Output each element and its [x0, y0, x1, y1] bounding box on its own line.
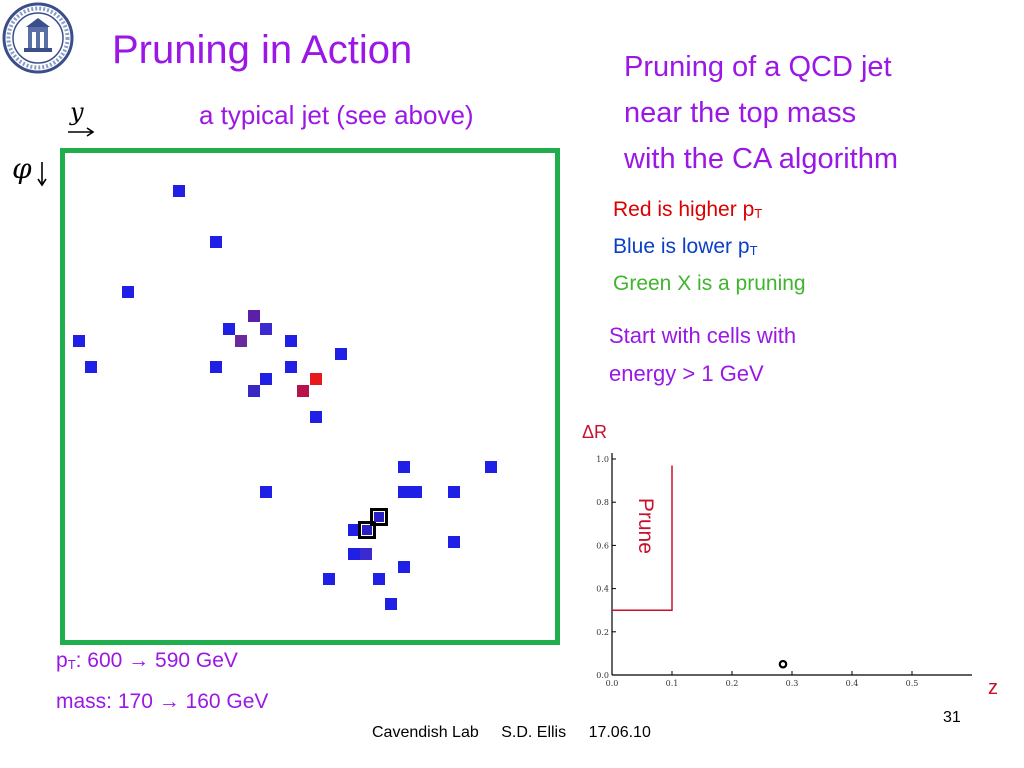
footer-author: S.D. Ellis: [501, 724, 567, 741]
y-axis-label: y: [68, 98, 95, 137]
slide-title: Pruning in Action: [112, 28, 413, 72]
footer-date: 17.06.10: [588, 724, 651, 741]
legend-red-text: Red is higher p: [613, 198, 755, 221]
jet-cell: [398, 461, 410, 473]
jet-cell: [248, 310, 260, 322]
jet-cell: [485, 461, 497, 473]
jet-cell: [210, 361, 222, 373]
right-heading-line: Pruning of a QCD jet: [624, 51, 892, 83]
footer-lab: Cavendish Lab: [372, 724, 479, 741]
jet-cell: [398, 486, 410, 498]
start-note-line: energy > 1 GeV: [609, 361, 764, 386]
x-tick-label: 0.0: [606, 679, 619, 688]
jet-cell: [410, 486, 422, 498]
pt-prefix: p: [56, 649, 68, 672]
jet-cell: [323, 573, 335, 585]
jet-cell: [173, 185, 185, 197]
jet-cell: [448, 536, 460, 548]
legend-green-pruning: Green X is a pruning: [613, 272, 806, 295]
phi-symbol: φ: [12, 152, 32, 185]
jet-cell: [398, 561, 410, 573]
page-number: 31: [943, 709, 961, 726]
phi-axis-label: φ: [12, 152, 47, 187]
jet-cell: [348, 548, 360, 560]
x-tick-label: 0.3: [786, 679, 799, 688]
jet-cell: [260, 373, 272, 385]
legend-red-higher-pt: Red is higher pT: [613, 198, 762, 222]
pt-stat: pT: 600 → 590 GeV: [56, 642, 268, 683]
jet-cell: [362, 525, 372, 535]
right-heading-line: near the top mass: [624, 97, 857, 129]
legend-blue-lower-pt: Blue is lower pT: [613, 235, 758, 259]
pt-subscript: T: [67, 657, 76, 672]
jet-cell: [374, 512, 384, 522]
right-heading: Pruning of a QCD jet near the top mass w…: [624, 44, 898, 182]
delta-r-vs-z-chart: ΔR z 0.0 0.1 0.2 0.3 0.4 0.5 0.0 0.2 0.4 0.6 0.8 1.…: [582, 422, 998, 699]
jet-cell: [285, 361, 297, 373]
y-tick-label: 0.6: [596, 541, 609, 550]
jet-display-frame: [60, 148, 560, 645]
jet-cell: [235, 335, 247, 347]
footer: Cavendish Lab S.D. Ellis 17.06.10: [372, 724, 669, 742]
x-tick-label: 0.4: [846, 679, 859, 688]
jet-cell: [385, 598, 397, 610]
jet-cell: [285, 335, 297, 347]
pt-values: : 600 → 590 GeV: [75, 649, 238, 672]
jet-cell: [297, 385, 309, 397]
y-tick-label: 0.2: [596, 628, 609, 637]
y-tick-label: 0.4: [596, 585, 609, 594]
jet-cell: [223, 323, 235, 335]
y-tick-label: 0.0: [596, 671, 609, 680]
start-note: Start with cells with energy > 1 GeV: [609, 317, 796, 393]
right-arrow-icon: [68, 127, 95, 137]
university-seal-icon: [2, 2, 74, 74]
x-axis-title: z: [988, 677, 998, 699]
mass-stat: mass: 170 → 160 GeV: [56, 690, 269, 713]
jet-cell: [248, 385, 260, 397]
jet-cell: [210, 236, 222, 248]
jet-cell: [122, 286, 134, 298]
jet-cell: [335, 348, 347, 360]
jet-cell: [73, 335, 85, 347]
legend-blue-text: Blue is lower p: [613, 235, 750, 258]
jet-stats: pT: 600 → 590 GeV mass: 170 → 160 GeV: [56, 642, 268, 720]
jet-cell: [310, 411, 322, 423]
y-symbol: y: [69, 98, 84, 126]
x-tick-label: 0.5: [906, 679, 919, 688]
legend-red-subscript: T: [754, 206, 763, 221]
jet-cell: [260, 323, 272, 335]
prune-region-boundary: [612, 465, 673, 611]
x-tick-label: 0.1: [666, 679, 679, 688]
subtitle: a typical jet (see above): [199, 100, 474, 130]
y-tick-label: 1.0: [596, 455, 609, 464]
jet-cell: [310, 373, 322, 385]
legend-blue-subscript: T: [749, 243, 758, 258]
jet-cell: [260, 486, 272, 498]
jet-cell: [373, 573, 385, 585]
y-tick-label: 0.8: [596, 498, 609, 507]
jet-cell: [448, 486, 460, 498]
highlighted-cell-box: [370, 508, 388, 526]
highlighted-cell-box: [358, 521, 376, 539]
jet-cell: [360, 548, 372, 560]
down-arrow-icon: [37, 162, 47, 187]
jet-cell: [85, 361, 97, 373]
start-note-line: Start with cells with: [609, 323, 797, 348]
y-axis-title: ΔR: [582, 422, 607, 442]
right-heading-line: with the CA algorithm: [624, 143, 899, 175]
prune-label: Prune: [634, 498, 657, 554]
x-tick-label: 0.2: [726, 679, 739, 688]
data-point: [778, 659, 788, 669]
jet-cell: [348, 524, 360, 536]
